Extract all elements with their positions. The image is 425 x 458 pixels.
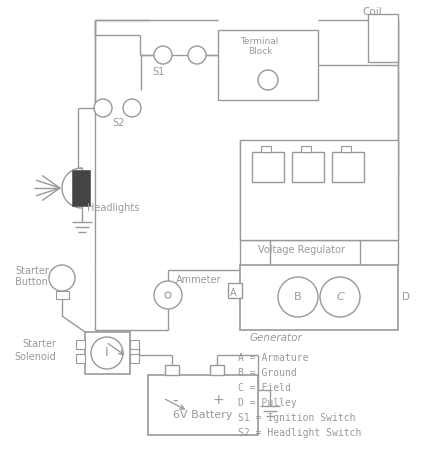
Text: Solenoid: Solenoid — [14, 352, 56, 362]
Circle shape — [91, 337, 123, 369]
Text: Generator: Generator — [250, 333, 303, 343]
Bar — [72, 170, 90, 206]
Bar — [76, 354, 85, 363]
Bar — [130, 340, 139, 349]
Text: B = Ground: B = Ground — [238, 368, 297, 378]
Text: Starter: Starter — [15, 266, 49, 276]
Bar — [130, 354, 139, 363]
Circle shape — [123, 99, 141, 117]
Text: A: A — [230, 288, 236, 298]
Circle shape — [154, 46, 172, 64]
Text: S1 = Ignition Switch: S1 = Ignition Switch — [238, 413, 355, 423]
Text: I: I — [105, 347, 109, 360]
Bar — [85, 332, 130, 374]
Text: S2: S2 — [112, 118, 125, 128]
Text: S2 = Headlight Switch: S2 = Headlight Switch — [238, 428, 361, 438]
Bar — [228, 283, 242, 298]
Bar — [261, 146, 271, 152]
Bar — [76, 340, 85, 349]
Bar — [341, 146, 351, 152]
Bar — [368, 14, 398, 62]
Text: +: + — [212, 393, 224, 407]
Text: Ammeter: Ammeter — [176, 275, 221, 285]
Bar — [218, 30, 318, 100]
Text: Terminal: Terminal — [240, 38, 278, 47]
Circle shape — [320, 277, 360, 317]
Text: A = Armature: A = Armature — [238, 353, 309, 363]
Bar — [292, 152, 324, 182]
Bar — [301, 146, 311, 152]
Text: C = Field: C = Field — [238, 383, 291, 393]
Bar — [332, 152, 364, 182]
Text: Headlights: Headlights — [87, 203, 139, 213]
Circle shape — [258, 70, 278, 90]
Text: C: C — [336, 292, 344, 302]
Circle shape — [94, 99, 112, 117]
Circle shape — [188, 46, 206, 64]
Bar — [252, 152, 284, 182]
Circle shape — [154, 281, 182, 309]
Text: Voltage Regulator: Voltage Regulator — [258, 245, 345, 255]
Circle shape — [278, 277, 318, 317]
Circle shape — [49, 265, 75, 291]
Bar — [165, 365, 179, 375]
Bar — [148, 375, 258, 435]
Bar — [56, 291, 69, 299]
Text: B: B — [294, 292, 302, 302]
Text: Starter: Starter — [22, 339, 56, 349]
Bar — [210, 365, 224, 375]
Text: S1: S1 — [152, 67, 164, 77]
Bar — [240, 265, 398, 330]
Text: 6V Battery: 6V Battery — [173, 410, 233, 420]
Bar — [240, 140, 398, 240]
Circle shape — [165, 292, 171, 298]
Text: D: D — [402, 292, 410, 302]
Text: Button: Button — [15, 277, 48, 287]
Text: D = Pulley: D = Pulley — [238, 398, 297, 408]
Text: -: - — [172, 393, 178, 408]
Text: Coil: Coil — [362, 7, 382, 17]
Text: Block: Block — [248, 48, 272, 56]
